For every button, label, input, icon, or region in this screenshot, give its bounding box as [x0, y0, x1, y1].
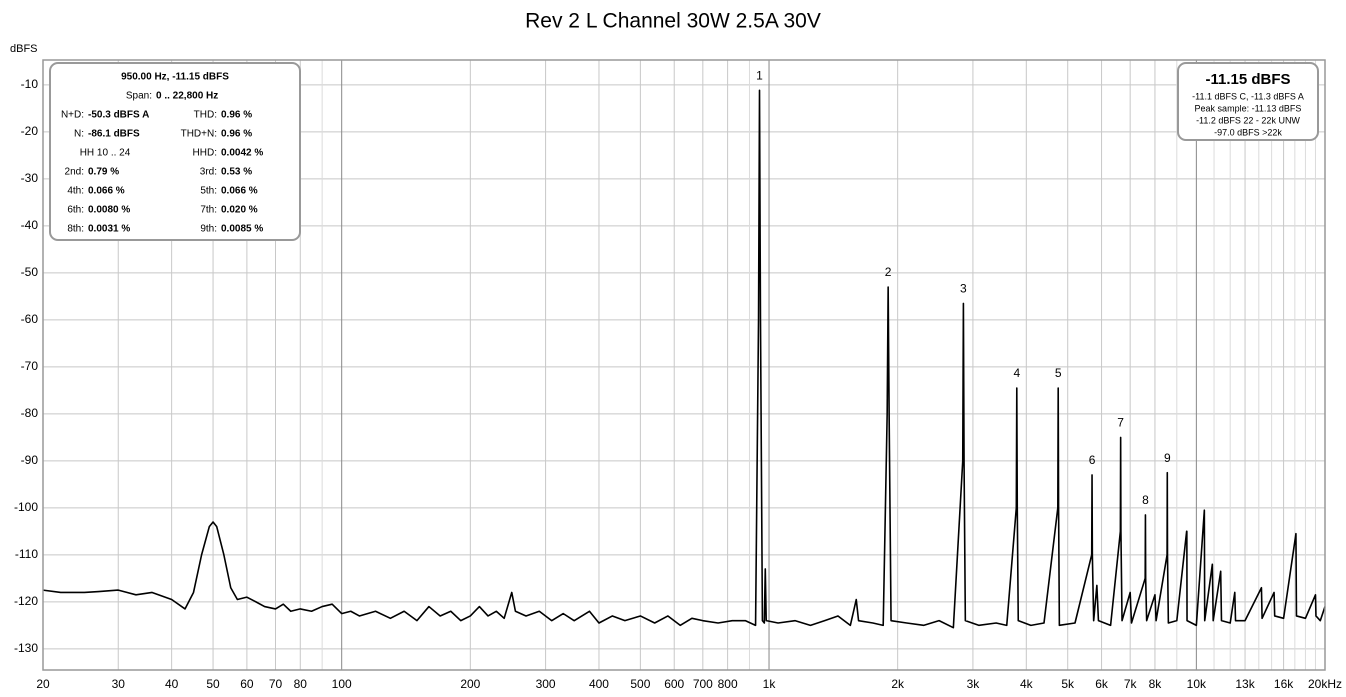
x-tick-label: 10k	[1187, 677, 1207, 691]
level-box	[1177, 62, 1319, 141]
overlays: 950.00 Hz, -11.15 dBFS Span: 0 .. 22,800 H…	[49, 62, 1319, 241]
info-label: 8th:	[67, 224, 84, 235]
x-tick-label: 70	[269, 677, 283, 691]
info-label: Span:	[126, 91, 152, 102]
info-value: 0.0042 %	[221, 148, 263, 159]
x-tick-label: 30	[112, 677, 126, 691]
x-tick-label: 2k	[891, 677, 905, 691]
info-value: 0.0080 %	[88, 205, 130, 216]
level-heading: -11.15 dBFS	[1205, 71, 1290, 88]
info-value: 0.96 %	[221, 110, 252, 121]
y-tick-label: -130	[14, 641, 38, 655]
y-tick-label: -20	[21, 124, 39, 138]
harmonic-label: 9	[1164, 451, 1171, 465]
y-tick-label: -50	[21, 265, 39, 279]
info-label: 4th:	[67, 186, 84, 197]
x-tick-label: 20kHz	[1308, 677, 1342, 691]
x-tick-label: 8k	[1149, 677, 1163, 691]
level-line: -11.2 dBFS 22 - 22k UNW	[1196, 115, 1300, 125]
info-label: 3rd:	[200, 167, 217, 178]
y-tick-label: -40	[21, 218, 39, 232]
y-tick-label: -10	[21, 77, 39, 91]
x-tick-label: 80	[294, 677, 308, 691]
harmonic-label: 6	[1089, 453, 1096, 467]
x-tick-label: 400	[589, 677, 609, 691]
info-box	[49, 62, 301, 241]
info-label: N:	[74, 129, 84, 140]
info-heading: 950.00 Hz, -11.15 dBFS	[121, 72, 229, 83]
harmonic-label: 8	[1142, 493, 1149, 507]
x-tick-label: 100	[332, 677, 352, 691]
info-label: THD:	[194, 110, 217, 121]
x-tick-label: 600	[664, 677, 684, 691]
y-tick-label: -100	[14, 500, 38, 514]
y-tick-label: -120	[14, 594, 38, 608]
info-value: 0.0031 %	[88, 224, 130, 235]
x-tick-label: 5k	[1061, 677, 1075, 691]
x-tick-label: 16k	[1274, 677, 1294, 691]
y-tick-label: -30	[21, 171, 39, 185]
x-tick-label: 1k	[763, 677, 777, 691]
x-tick-label: 3k	[967, 677, 981, 691]
y-tick-label: -70	[21, 359, 39, 373]
x-tick-label: 13k	[1235, 677, 1255, 691]
info-value: 0 .. 22,800 Hz	[156, 91, 218, 102]
y-tick-label: -60	[21, 312, 39, 326]
info-label: N+D:	[61, 110, 84, 121]
info-value: 0.53 %	[221, 167, 252, 178]
harmonic-label: 5	[1055, 366, 1062, 380]
info-label: HH 10 .. 24	[80, 148, 131, 159]
harmonic-label: 1	[756, 68, 763, 82]
level-line: -97.0 dBFS >22k	[1214, 127, 1282, 137]
info-label: THD+N:	[181, 129, 217, 140]
info-value: 0.020 %	[221, 205, 258, 216]
chart-title: Rev 2 L Channel 30W 2.5A 30V	[525, 10, 821, 33]
harmonic-label: 7	[1117, 416, 1124, 430]
x-tick-label: 20	[36, 677, 50, 691]
level-line: -11.1 dBFS C, -11.3 dBFS A	[1192, 91, 1304, 101]
harmonic-label: 4	[1013, 366, 1020, 380]
spectrum-line	[42, 89, 1326, 629]
x-tick-label: 500	[630, 677, 650, 691]
plot: 1 2 3 4 5 6 7 8 9	[42, 68, 1326, 629]
x-tick-label: 50	[206, 677, 220, 691]
info-label: 5th:	[200, 186, 217, 197]
y-tick-label: -90	[21, 453, 39, 467]
info-value: 0.0085 %	[221, 224, 263, 235]
info-label: 2nd:	[65, 167, 84, 178]
x-tick-label: 300	[536, 677, 556, 691]
y-tick-label: -110	[15, 547, 38, 561]
harmonic-label: 3	[960, 282, 967, 296]
y-tick-label: -80	[21, 406, 39, 420]
info-label: 9th:	[200, 224, 217, 235]
info-value: 0.96 %	[221, 129, 252, 140]
info-label: HHD:	[193, 148, 217, 159]
x-tick-label: 700	[693, 677, 713, 691]
x-tick-label: 60	[240, 677, 254, 691]
x-tick-label: 4k	[1020, 677, 1034, 691]
info-value: 0.066 %	[221, 186, 258, 197]
x-tick-label: 6k	[1095, 677, 1109, 691]
level-line: Peak sample: -11.13 dBFS	[1195, 103, 1302, 113]
info-value: -50.3 dBFS A	[88, 110, 149, 121]
plot-frame	[42, 59, 1326, 671]
info-value: -86.1 dBFS	[88, 129, 140, 140]
info-value: 0.066 %	[88, 186, 125, 197]
y-axis-label: dBFS	[10, 43, 38, 55]
x-tick-label: 800	[718, 677, 738, 691]
x-tick-label: 200	[460, 677, 480, 691]
x-tick-label: 7k	[1124, 677, 1138, 691]
harmonic-label: 2	[885, 265, 892, 279]
x-tick-label: 40	[165, 677, 179, 691]
info-label: 6th:	[67, 205, 84, 216]
info-label: 7th:	[200, 205, 217, 216]
info-value: 0.79 %	[88, 167, 119, 178]
